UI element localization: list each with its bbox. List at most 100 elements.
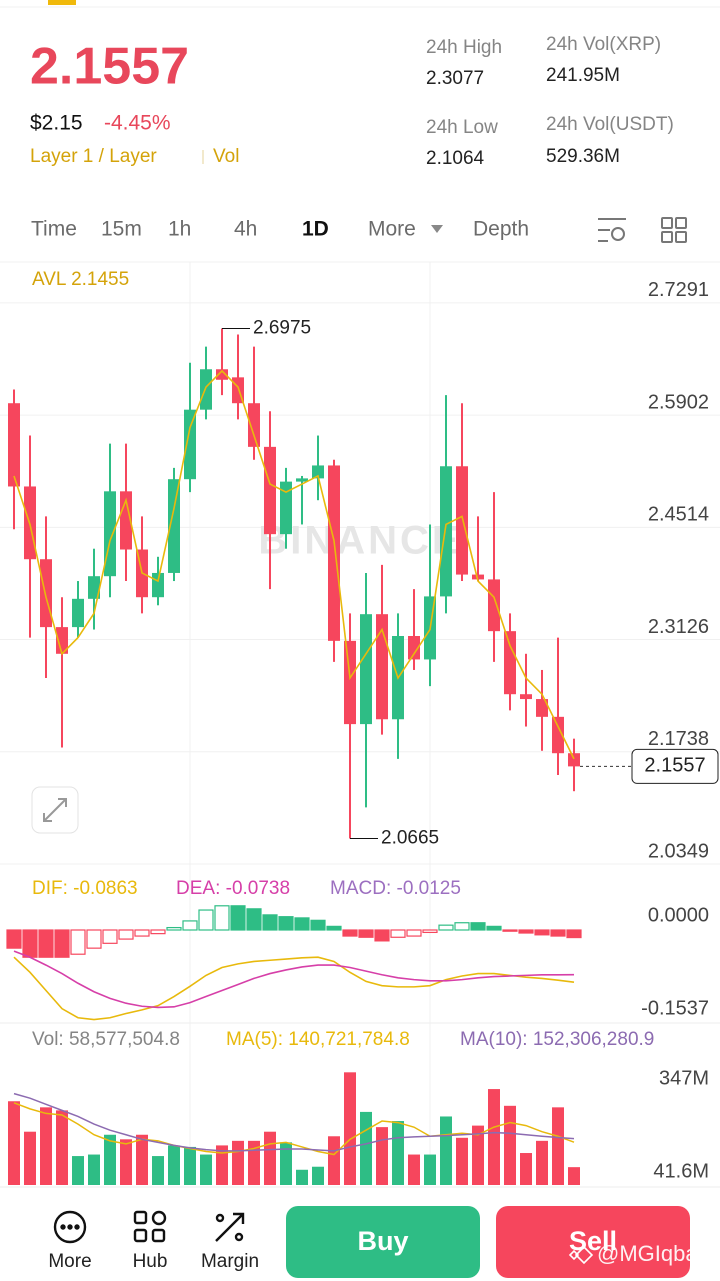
nav-label[interactable]: Hub xyxy=(133,1251,168,1272)
macd-bar xyxy=(422,929,438,934)
volume-bar xyxy=(552,1107,564,1185)
stat-value: 2.3077 xyxy=(426,68,484,89)
y-tick-label: 41.6M xyxy=(653,1161,709,1183)
macd-bar xyxy=(390,929,406,938)
y-tick-label: -0.1537 xyxy=(641,997,709,1019)
candle-body xyxy=(328,465,340,641)
macd-bar xyxy=(358,929,374,938)
nav-label[interactable]: Margin xyxy=(201,1251,259,1272)
macd-bar xyxy=(118,929,134,940)
current-price-box xyxy=(631,748,719,784)
tab[interactable]: 4h xyxy=(234,218,257,241)
stat-label: 24h Low xyxy=(426,117,498,138)
volume-bar xyxy=(56,1110,68,1185)
macd-bar xyxy=(134,929,150,937)
max-price: 2.6975 xyxy=(253,317,311,338)
volume-bar xyxy=(536,1140,548,1185)
volume-bar xyxy=(392,1121,404,1185)
volume-bar xyxy=(376,1127,388,1185)
candle-body xyxy=(472,574,484,580)
more-icon[interactable] xyxy=(53,1210,87,1244)
tab[interactable]: Depth xyxy=(473,218,529,241)
macd-line xyxy=(13,950,575,1009)
candle-body xyxy=(312,465,324,479)
macd-bar xyxy=(70,929,86,955)
tab[interactable]: More xyxy=(368,218,416,241)
candle-body xyxy=(152,572,164,598)
sell-label[interactable]: Sell xyxy=(569,1226,617,1256)
candle-body xyxy=(520,694,532,700)
stat-label: 24h Vol(XRP) xyxy=(546,34,661,55)
layout-icon[interactable] xyxy=(661,217,687,243)
volume-bar xyxy=(344,1072,356,1185)
stat-value: 241.95M xyxy=(546,65,620,86)
candle-body xyxy=(408,636,420,660)
volume-bar xyxy=(24,1131,36,1185)
macd-bar xyxy=(246,908,262,931)
candle-body xyxy=(536,699,548,717)
macd-bar xyxy=(262,914,278,931)
legend-label: MACD: -0.0125 xyxy=(330,878,461,899)
candle-body xyxy=(456,466,468,575)
dropdown-arrow xyxy=(431,225,443,233)
stat-label: 24h High xyxy=(426,37,502,58)
volume-bar xyxy=(136,1134,148,1185)
volume-bar xyxy=(520,1153,532,1185)
candle-body xyxy=(552,716,564,754)
y-tick-label: 2.3126 xyxy=(648,616,709,638)
category-tag[interactable]: Layer 1 / Layer xyxy=(30,146,157,167)
volume-bar xyxy=(408,1154,420,1185)
average-line xyxy=(13,369,575,760)
min-price: 2.0665 xyxy=(381,828,439,849)
tab[interactable]: 1h xyxy=(168,218,191,241)
macd-bar xyxy=(534,929,550,936)
price-change: -4.45% xyxy=(104,112,171,135)
sell-button[interactable] xyxy=(496,1206,690,1278)
expand-button[interactable] xyxy=(31,786,79,834)
macd-bar xyxy=(566,929,582,939)
candle-body xyxy=(104,491,116,577)
candle-body xyxy=(440,466,452,597)
volume-bar xyxy=(120,1139,132,1185)
macd-bar xyxy=(406,929,422,937)
buy-button[interactable] xyxy=(286,1206,480,1278)
macd-bar xyxy=(518,929,534,934)
vol-tag[interactable]: Vol xyxy=(213,146,239,167)
macd-bar xyxy=(6,929,22,949)
tab-active[interactable]: 1D xyxy=(302,218,329,241)
macd-bar xyxy=(294,917,310,931)
y-tick-label: 0.0000 xyxy=(648,904,709,926)
top-indicator xyxy=(48,0,76,5)
macd-bar xyxy=(278,916,294,931)
indicator-label: AVL 2.1455 xyxy=(32,269,129,290)
settings-icon[interactable] xyxy=(598,218,626,242)
macd-bar xyxy=(342,929,358,937)
volume-bar xyxy=(360,1111,372,1185)
macd-bar xyxy=(102,929,118,944)
nav-label[interactable]: More xyxy=(48,1251,91,1272)
candle-body xyxy=(40,559,52,628)
volume-bar xyxy=(232,1140,244,1185)
y-tick-label: 2.5902 xyxy=(648,391,709,413)
watermark-logo xyxy=(568,1245,594,1265)
legend-label: MA(10): 152,306,280.9 xyxy=(460,1029,654,1050)
candle-body xyxy=(504,631,516,695)
volume-bar xyxy=(152,1156,164,1185)
buy-label[interactable]: Buy xyxy=(357,1226,408,1256)
tab[interactable]: Time xyxy=(31,218,77,241)
stat-value: 2.1064 xyxy=(426,148,485,169)
candle-body xyxy=(8,403,20,487)
macd-bar xyxy=(182,920,198,931)
macd-bar xyxy=(326,925,342,931)
macd-bar xyxy=(550,929,566,937)
macd-bar xyxy=(22,929,38,958)
volume-bar xyxy=(72,1156,84,1185)
volume-bar xyxy=(472,1125,484,1185)
tab[interactable]: 15m xyxy=(101,218,142,241)
margin-icon[interactable] xyxy=(215,1212,245,1242)
volume-bar xyxy=(40,1107,52,1185)
y-tick-label: 2.0349 xyxy=(648,840,709,862)
macd-bar xyxy=(38,929,54,958)
y-tick-label: 2.7291 xyxy=(648,279,709,301)
hub-icon[interactable] xyxy=(133,1210,167,1243)
